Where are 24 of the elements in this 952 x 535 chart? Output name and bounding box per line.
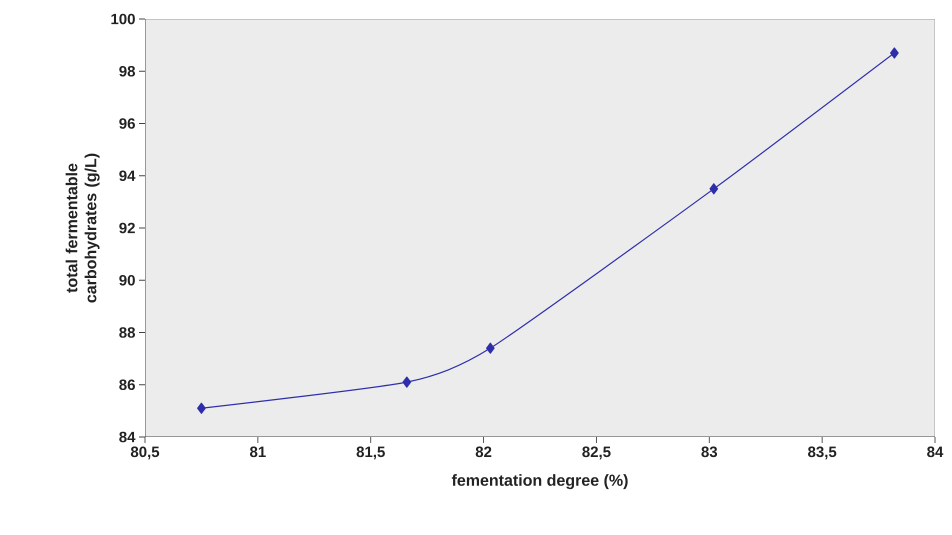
- y-tick-label: 92: [119, 222, 135, 234]
- x-tick-label: 81,5: [356, 446, 385, 460]
- x-tick-label: 83,5: [808, 446, 836, 460]
- y-tick-label: 98: [119, 66, 136, 77]
- y-tick-label: 96: [119, 118, 135, 129]
- x-tick-label: 80,5: [130, 446, 160, 460]
- point: [486, 342, 495, 354]
- y-tick-label: 90: [119, 274, 135, 286]
- point: [890, 47, 899, 59]
- y-tick-label: 94: [119, 170, 136, 182]
- y-tick-label: 86: [119, 379, 135, 390]
- y-tick-label: 100: [111, 14, 135, 24]
- point: [402, 376, 412, 388]
- x-tick-label: 83: [701, 446, 718, 458]
- point: [197, 402, 206, 414]
- y-axis-title: total fermentable carbohydrates (g/L): [66, 154, 100, 302]
- x-tick-label: 82: [476, 446, 492, 458]
- y-tick-label: 88: [119, 327, 136, 338]
- y-tick-label: 84: [119, 432, 136, 442]
- x-tick-label: 81: [250, 446, 266, 458]
- point: [709, 183, 718, 194]
- x-tick-label: 84: [927, 446, 944, 458]
- x-tick-label: 82,5: [582, 446, 611, 460]
- x-axis-title: fementation degree (%): [452, 474, 628, 490]
